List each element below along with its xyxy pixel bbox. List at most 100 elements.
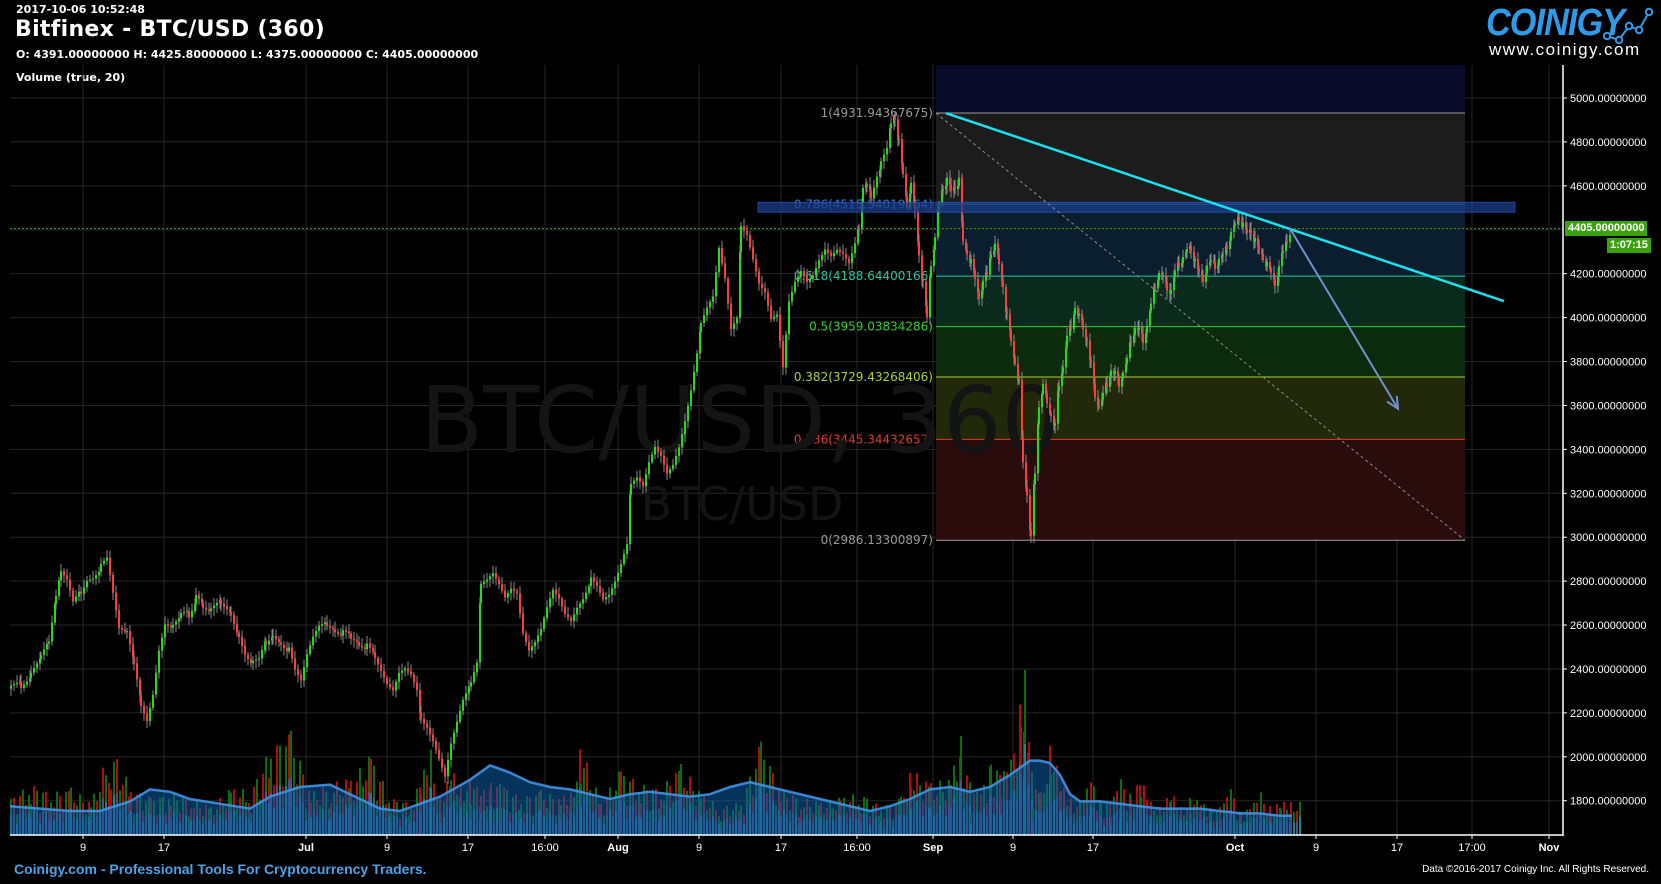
candle-body: [312, 636, 314, 646]
y-tick-label: 2000.00000000: [1570, 752, 1646, 764]
candle-body: [261, 649, 263, 659]
candle-body: [926, 306, 928, 318]
volume-indicator-label[interactable]: Volume (true, 20): [16, 71, 126, 84]
candle-body: [693, 371, 695, 391]
candle-body: [1186, 249, 1188, 252]
candle-body: [779, 314, 781, 341]
candle-body: [969, 254, 971, 263]
candle-body: [241, 637, 243, 646]
candle-body: [1017, 363, 1019, 381]
candle-body: [98, 571, 100, 576]
candle-body: [164, 624, 166, 638]
candle-body: [1286, 241, 1288, 243]
candle-body: [879, 169, 881, 177]
candle-body: [318, 625, 320, 632]
candle-body: [1170, 290, 1172, 294]
y-tick-label: 2200.00000000: [1570, 708, 1646, 720]
candle-body: [332, 627, 334, 630]
candle-body: [767, 292, 769, 306]
x-tick-label: 17: [1391, 842, 1403, 854]
candle-body: [413, 674, 415, 683]
candle-body: [1130, 341, 1132, 344]
candle-body: [1162, 275, 1164, 277]
candle-body: [917, 211, 919, 242]
candle-body: [1066, 335, 1068, 348]
candle-body: [272, 635, 274, 637]
volume-bar-overlay: [1299, 816, 1301, 835]
candle-body: [966, 249, 968, 255]
candle-body: [321, 623, 323, 626]
candle-body: [161, 637, 163, 651]
candle-body: [573, 614, 575, 621]
candle-body: [139, 679, 141, 696]
candle-body: [785, 334, 787, 368]
candle-body: [1146, 325, 1148, 334]
candle-body: [1009, 313, 1011, 331]
descending-trendline[interactable]: [945, 111, 1505, 303]
candle-body: [531, 646, 533, 651]
candle-body: [468, 686, 470, 694]
candle-body: [486, 579, 488, 582]
candle-body: [480, 583, 482, 604]
candle-body: [63, 571, 65, 576]
candle-body: [626, 544, 628, 555]
fib-top-zone: [936, 65, 1465, 113]
candle-body: [733, 323, 735, 329]
coinigy-logo[interactable]: COINIGY www.coinigy.com: [1486, 2, 1656, 59]
fib-zone: [936, 377, 1465, 440]
projection-arrow[interactable]: [1289, 228, 1399, 410]
candle-body: [806, 276, 808, 283]
candle-body: [522, 613, 524, 633]
candle-body: [921, 255, 923, 280]
candle-body: [1154, 287, 1156, 289]
footer-tagline-link[interactable]: Coinigy.com - Professional Tools For Cry…: [14, 861, 427, 877]
candle-body: [66, 575, 68, 580]
axes: 5000.00000000 4800.00000000 4600.00000000 4…: [10, 65, 1646, 854]
fib-level-label: 1(4931.94367675): [821, 106, 933, 120]
candle-body: [46, 643, 48, 650]
candle-body: [605, 597, 607, 600]
candle-body: [286, 647, 288, 652]
resistance-band[interactable]: [757, 201, 1516, 213]
candle-body: [1142, 334, 1144, 344]
candle-body: [946, 177, 948, 186]
candle-body: [525, 632, 527, 642]
candle-body: [681, 434, 683, 448]
ohlc-readout: O: 4391.00000000 H: 4425.80000000 L: 437…: [16, 48, 479, 61]
candle-body: [324, 622, 326, 624]
candle-body: [1098, 405, 1100, 407]
candle-body: [1158, 272, 1160, 281]
candle-body: [1230, 231, 1232, 241]
fibonacci-retracement[interactable]: 1(4931.94367675)0.786(4515.54019164)0.61…: [794, 65, 1465, 547]
candle-body: [1253, 233, 1255, 242]
candle-body: [1285, 241, 1287, 252]
candle-body: [897, 119, 899, 140]
candle-body: [72, 590, 74, 602]
drawing-annotations[interactable]: [10, 111, 1563, 541]
candle-body: [954, 187, 956, 190]
fib-trend-dashed-line[interactable]: [935, 112, 1466, 541]
candle-body: [1145, 333, 1147, 344]
candle-body: [337, 632, 339, 635]
candle-body: [426, 723, 428, 728]
candle-body: [1281, 253, 1283, 267]
candle-body: [288, 647, 290, 652]
candle-body: [1273, 272, 1275, 280]
candle-body: [358, 641, 360, 646]
candle-body: [839, 249, 841, 252]
candle-body: [901, 138, 903, 164]
candle-body: [657, 446, 659, 452]
candle-body: [447, 759, 449, 777]
candle-body: [244, 645, 246, 655]
candle-body: [1229, 240, 1231, 250]
candle-body: [1062, 367, 1064, 373]
candle-body: [1053, 415, 1055, 426]
candle-body: [419, 689, 421, 713]
candle-body: [252, 660, 254, 664]
candle-body: [930, 266, 932, 277]
candle-body: [465, 693, 467, 700]
candle-body: [60, 571, 62, 581]
candle-body: [709, 301, 711, 308]
candle-body: [1021, 379, 1023, 438]
